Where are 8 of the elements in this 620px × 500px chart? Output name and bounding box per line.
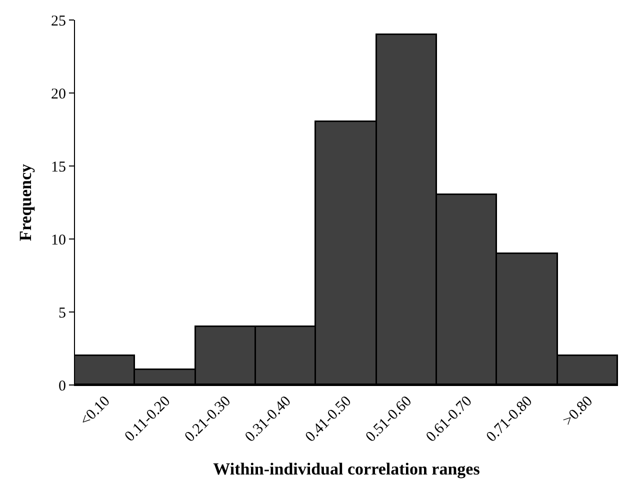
y-tick-label: 15	[51, 159, 66, 176]
y-tick-label: 5	[58, 305, 66, 322]
y-axis-title: Frequency	[16, 163, 35, 242]
y-tick-label: 10	[51, 232, 66, 248]
y-tick-label: 25	[51, 13, 66, 30]
y-tick-label: 0	[58, 378, 66, 394]
x-axis-title: Within-individual correlation ranges	[213, 460, 480, 479]
y-tick-label: 20	[51, 86, 66, 102]
